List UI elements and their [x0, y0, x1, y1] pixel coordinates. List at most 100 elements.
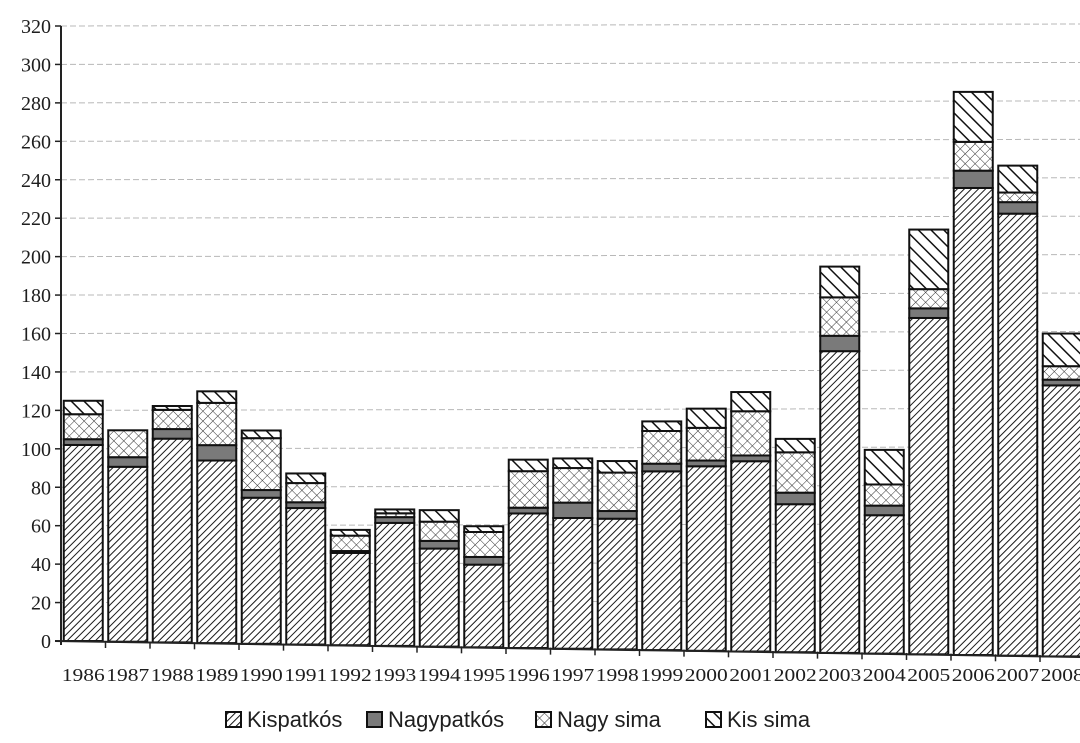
gridline	[60, 100, 1080, 104]
x-tick-label: 1992	[329, 665, 372, 685]
gridline	[60, 23, 1080, 27]
bar-segment-nagypatkós-1987	[107, 456, 149, 468]
x-tick-label: 1989	[195, 665, 238, 685]
bar-segment-nagypatkós-1999	[641, 462, 683, 473]
legend-label: Nagypatkós	[388, 707, 504, 732]
x-tick-label: 2006	[952, 665, 995, 685]
bar-segment-kispatkós-1991	[285, 507, 327, 646]
x-tick-label: 1987	[106, 665, 149, 685]
gridline	[60, 61, 1080, 65]
bar-segment-kispatkós-1996	[507, 512, 549, 649]
x-tick-label: 2004	[863, 665, 906, 685]
y-tick-label: 160	[21, 324, 51, 346]
x-tick-label: 1998	[596, 665, 639, 685]
bar-segment-kis-sima-1992	[329, 528, 371, 537]
bar-segment-nagypatkós-1995	[463, 555, 505, 566]
bar-segment-kis-sima-1988	[151, 405, 193, 411]
bar-segment-kis-sima-2007	[997, 164, 1039, 194]
bar-segment-nagy-sima-1997	[552, 467, 594, 504]
bar-segment-kispatkós-1986	[62, 443, 104, 642]
x-tick-label: 1996	[507, 665, 550, 685]
bar-segment-kispatkós-1988	[151, 437, 193, 644]
x-tick-label: 2000	[685, 665, 728, 685]
y-tick-label: 320	[21, 16, 51, 38]
legend-swatch	[705, 711, 722, 728]
bar-segment-kispatkós-1987	[107, 465, 149, 643]
x-tick-label: 1988	[151, 665, 194, 685]
bar-segment-kispatkós-1989	[196, 459, 238, 645]
tick-labels: 0 20 40 60 80 100 120 140 160 180 200 220 240 260 280 3…	[21, 16, 1080, 685]
bar-segment-kis-sima-2005	[908, 228, 950, 291]
y-tick-label: 100	[21, 439, 51, 461]
bar-segment-kispatkós-2004	[863, 514, 905, 655]
bar-segment-nagypatkós-1989	[196, 444, 238, 462]
gridline	[60, 177, 1080, 181]
bar-segment-kis-sima-1994	[418, 509, 460, 523]
y-tick-label: 40	[31, 554, 51, 576]
bar-segment-kis-sima-2008	[1041, 332, 1080, 368]
bar-segment-kis-sima-1986	[62, 399, 104, 416]
bar-segment-nagypatkós-1998	[596, 510, 638, 520]
bar-segment-kis-sima-2001	[730, 391, 772, 413]
bar-segment-kis-sima-1990	[240, 429, 282, 440]
bar-segment-nagy-sima-1992	[329, 534, 371, 553]
bars	[62, 90, 1080, 658]
bar-segment-kis-sima-1996	[507, 458, 549, 473]
bar-segment-kispatkós-1994	[418, 547, 460, 648]
legend-label: Kis sima	[727, 707, 811, 732]
bar-segment-kispatkós-1990	[240, 496, 282, 645]
bar-segment-kispatkós-1998	[596, 517, 638, 651]
y-tick-label: 300	[21, 54, 51, 76]
legend-swatch	[366, 711, 383, 728]
bar-segment-nagypatkós-2005	[908, 307, 950, 319]
bar-segment-nagy-sima-2001	[730, 410, 772, 457]
bar-segment-kis-sima-1995	[463, 525, 505, 533]
bar-segment-kis-sima-1993	[374, 508, 416, 515]
bar-segment-nagy-sima-2002	[774, 451, 816, 494]
bar-segment-nagy-sima-1990	[240, 437, 282, 492]
x-tick-label: 1999	[640, 665, 683, 685]
bar-segment-nagypatkós-2007	[997, 201, 1039, 215]
y-tick-label: 140	[21, 362, 51, 384]
bar-segment-nagy-sima-2005	[908, 288, 950, 310]
x-tick-label: 2005	[907, 665, 950, 685]
legend-item-nagy-sima: Nagy sima	[535, 707, 662, 732]
bar-segment-nagy-sima-1989	[196, 401, 238, 447]
x-tick-label: 1991	[284, 665, 327, 685]
x-tick-label: 1986	[62, 665, 105, 685]
bar-segment-nagypatkós-1990	[240, 489, 282, 499]
y-tick-label: 20	[31, 593, 51, 615]
bar-segment-nagy-sima-1996	[507, 470, 549, 509]
y-tick-label: 240	[21, 170, 51, 192]
bar-segment-kispatkós-2003	[819, 350, 861, 654]
x-tick-label: 2008	[1041, 665, 1080, 685]
y-tick-label: 80	[31, 477, 51, 499]
bar-segment-kispatkós-1999	[641, 470, 683, 652]
bar-segment-kispatkós-2007	[997, 212, 1039, 657]
bar-segment-nagy-sima-2008	[1041, 365, 1080, 381]
axes	[54, 25, 1080, 662]
bar-segment-kispatkós-1997	[552, 517, 594, 650]
x-axis	[54, 640, 1080, 658]
bar-segment-kis-sima-1999	[641, 420, 683, 433]
y-tick-label: 280	[21, 93, 51, 115]
bar-segment-nagypatkós-2002	[774, 491, 816, 506]
bar-segment-kispatkós-1992	[329, 551, 371, 647]
bar-segment-nagypatkós-2003	[819, 334, 861, 353]
legend-item-nagypatkós: Nagypatkós	[366, 707, 504, 732]
bar-segment-kispatkós-1995	[463, 563, 505, 649]
y-tick-label: 260	[21, 131, 51, 153]
bar-segment-nagypatkós-1997	[552, 501, 594, 520]
x-tick-label: 1995	[462, 665, 505, 685]
legend-label: Kispatkós	[247, 707, 342, 732]
bar-segment-kis-sima-1991	[285, 472, 327, 485]
bar-segment-nagy-sima-1999	[641, 430, 683, 465]
bar-segment-kis-sima-2000	[685, 407, 727, 429]
bar-segment-nagy-sima-1987	[107, 429, 149, 459]
legend: Kispatkós Nagypatkós Nagy sima Kis sima	[225, 707, 811, 732]
x-tick-label: 1990	[240, 665, 283, 685]
bar-segment-nagy-sima-1988	[151, 408, 193, 431]
bar-segment-nagy-sima-2003	[819, 296, 861, 337]
